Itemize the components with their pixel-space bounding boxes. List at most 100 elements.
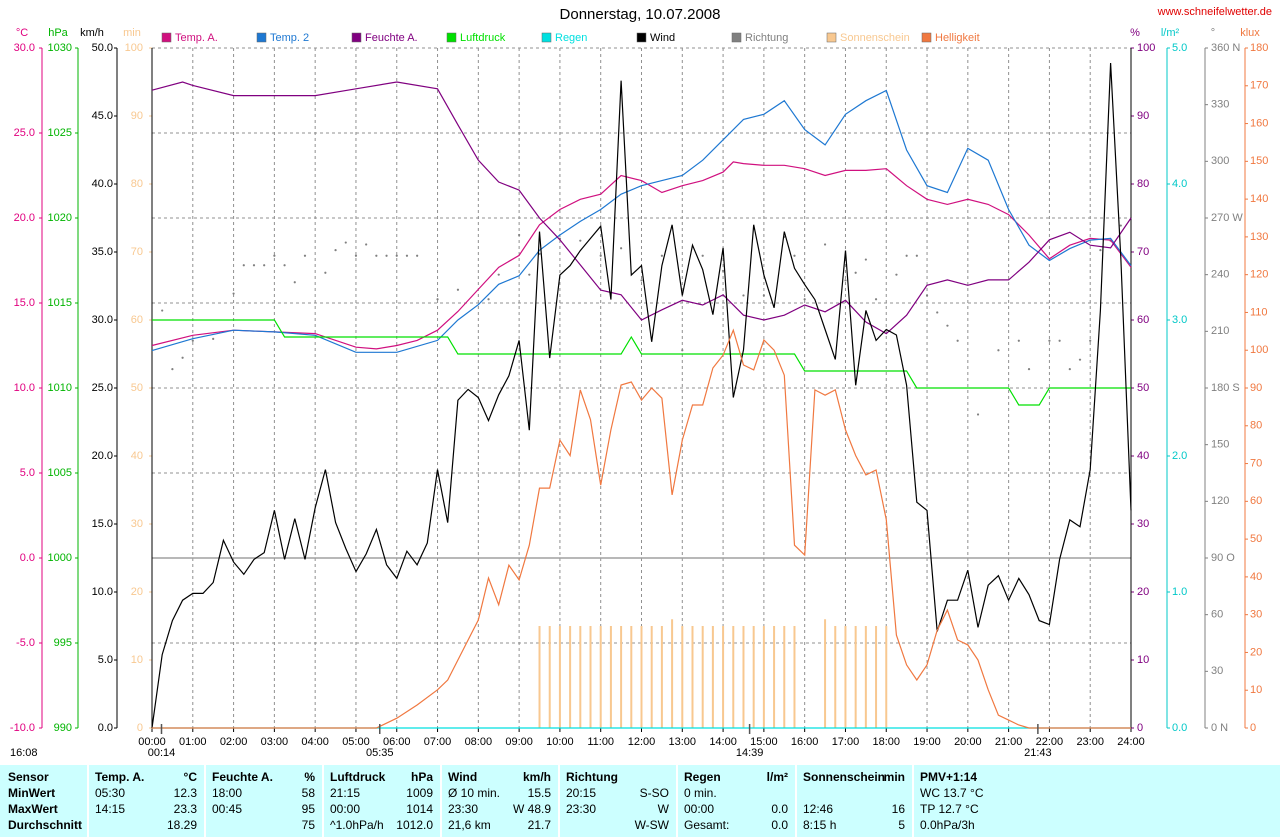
legend-label: Temp. A.	[175, 32, 218, 44]
table-cell: 8:15 h	[803, 818, 836, 832]
y-tick-label: 20.0	[92, 450, 113, 462]
axis-unit: min	[123, 27, 141, 39]
direction-dot	[171, 368, 174, 371]
direction-dot	[395, 254, 398, 257]
x-tick-label: 05:00	[342, 736, 370, 748]
direction-dot	[303, 254, 307, 257]
legend-swatch	[636, 32, 647, 43]
y-tick-label: 4.0	[1172, 178, 1187, 190]
axis-unit: %	[1130, 27, 1140, 39]
y-tick-label: 100	[1137, 42, 1155, 54]
x-tick-label: 15:00	[750, 736, 778, 748]
direction-dot	[334, 249, 337, 252]
y-tick-label: 10	[1137, 654, 1149, 666]
table-cell: 00:00	[684, 802, 714, 816]
y-tick-label: 60	[1137, 314, 1149, 326]
legend-label: Regen	[555, 32, 587, 44]
x-tick-label: 16:00	[791, 736, 819, 748]
y-tick-label: 1000	[48, 552, 72, 564]
y-tick-label: 0.0	[98, 722, 113, 734]
x-tick-label: 21:00	[995, 736, 1023, 748]
table-header: Feuchte A.	[212, 770, 273, 784]
table-cell: 18:00	[212, 786, 242, 800]
direction-dot	[232, 292, 235, 295]
y-tick-label: 10	[131, 654, 143, 666]
y-tick-label: 110	[1250, 306, 1268, 318]
axis-unit: °C	[16, 27, 28, 39]
y-tick-label: 80	[1137, 178, 1149, 190]
legend-swatch	[541, 32, 552, 43]
direction-dot	[1058, 339, 1061, 342]
table-cell: 75	[302, 818, 316, 832]
y-tick-label: 1005	[48, 467, 72, 479]
direction-dot	[1099, 249, 1102, 252]
series-line	[152, 319, 1131, 406]
y-tick-label: 150	[1250, 155, 1268, 167]
y-tick-label: 160	[1250, 117, 1268, 129]
y-tick-label: 70	[1137, 246, 1149, 258]
y-tick-label: 150	[1211, 439, 1229, 451]
table-header: PMV+1:14	[920, 770, 977, 784]
y-tick-label: 120	[1250, 269, 1268, 281]
table-unit: hPa	[411, 770, 433, 784]
table-header: Temp. A.	[95, 770, 144, 784]
legend-swatch	[921, 32, 932, 43]
table-row-label: MaxWert	[8, 802, 58, 816]
table-row-label: MinWert	[8, 786, 55, 800]
direction-dot	[803, 298, 806, 301]
y-tick-label: 15.0	[14, 297, 35, 309]
y-tick-label: 0	[1137, 722, 1143, 734]
x-tick-label: 04:00	[301, 736, 329, 748]
table-cell: 23.3	[174, 802, 198, 816]
annotation-label: 14:39	[736, 747, 764, 759]
table-cell: 05:30	[95, 786, 125, 800]
table-cell: 0.0hPa/3h	[920, 818, 975, 832]
direction-dot	[242, 264, 245, 267]
direction-dot	[905, 254, 908, 257]
site-label: www.schneifelwetter.de	[1157, 6, 1272, 18]
table-header: Luftdruck	[330, 770, 386, 784]
direction-dot	[925, 294, 929, 297]
y-tick-label: 90	[1250, 382, 1262, 394]
y-tick-label: 90	[131, 110, 143, 122]
x-tick-label: 14:00	[709, 736, 737, 748]
y-tick-label: 40	[1250, 571, 1262, 583]
direction-dot	[701, 254, 704, 257]
legend-label: Temp. 2	[270, 32, 309, 44]
table-cell: WC 13.7 °C	[920, 786, 984, 800]
y-tick-label: 1020	[48, 212, 72, 224]
direction-dot	[456, 288, 460, 291]
direction-dot	[742, 294, 745, 297]
y-tick-label: 300	[1211, 155, 1229, 167]
y-tick-label: 10.0	[14, 382, 35, 394]
direction-dot	[1089, 339, 1092, 342]
direction-dot	[721, 269, 725, 272]
legend-label: Luftdruck	[460, 32, 506, 44]
table-cell: S-SO	[640, 786, 669, 800]
direction-dot	[528, 273, 531, 276]
table-cell: W	[658, 802, 670, 816]
y-tick-label: 25.0	[14, 127, 35, 139]
axis-unit: °	[1211, 27, 1215, 39]
y-tick-label: 50	[131, 382, 143, 394]
y-tick-label: 180 S	[1211, 382, 1240, 394]
y-tick-label: 210	[1211, 325, 1229, 337]
y-tick-label: 0	[1250, 722, 1256, 734]
direction-dot	[405, 254, 409, 257]
x-tick-label: 13:00	[669, 736, 697, 748]
direction-dot	[895, 273, 898, 276]
direction-dot	[946, 324, 949, 327]
x-tick-label: 02:00	[220, 736, 248, 748]
y-tick-label: 30	[1250, 609, 1262, 621]
x-tick-label: 17:00	[832, 736, 860, 748]
table-header: Wind	[448, 770, 477, 784]
annotation-label: 00:14	[148, 747, 176, 759]
table-cell: 18.29	[167, 818, 197, 832]
y-tick-label: 30.0	[92, 314, 113, 326]
x-tick-label: 09:00	[505, 736, 533, 748]
y-tick-label: 3.0	[1172, 314, 1187, 326]
direction-dot	[997, 349, 1000, 352]
y-tick-label: 40	[1137, 450, 1149, 462]
legend-label: Feuchte A.	[365, 32, 418, 44]
